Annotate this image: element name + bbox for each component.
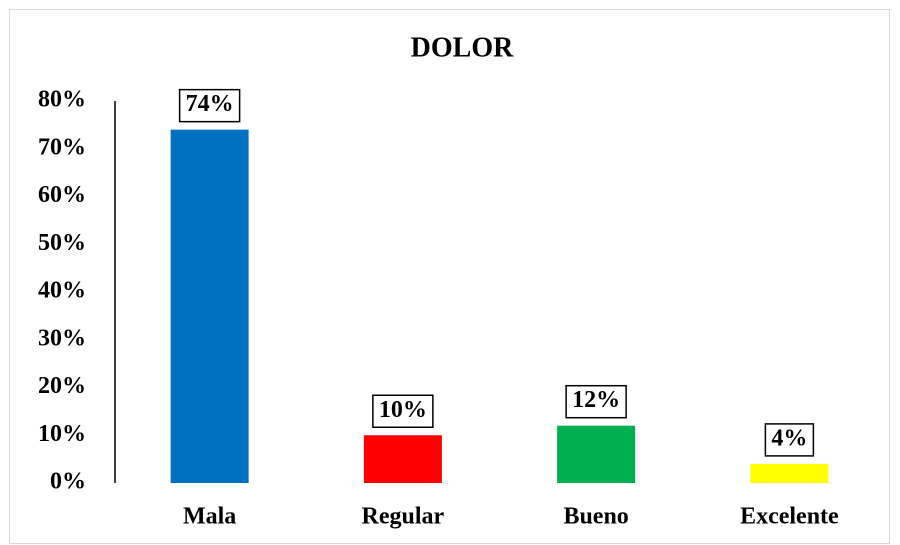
value-label: 74% <box>186 91 234 117</box>
y-tick-label: 40% <box>38 278 86 304</box>
y-tick-label: 10% <box>38 421 86 447</box>
bar <box>557 425 636 483</box>
chart-border <box>9 9 890 544</box>
value-label: 12% <box>572 387 620 413</box>
y-tick-label: 30% <box>38 325 86 351</box>
y-tick-label: 80% <box>38 87 86 113</box>
value-label-box <box>565 384 627 419</box>
y-tick-label: 20% <box>38 373 86 399</box>
value-label: 10% <box>379 397 427 423</box>
bar <box>170 129 249 483</box>
y-tick-label: 60% <box>38 182 86 208</box>
x-tick-label: Mala <box>183 504 236 530</box>
value-label: 4% <box>771 425 807 451</box>
value-label-box <box>764 423 815 457</box>
bar <box>363 435 442 483</box>
value-label-box <box>372 394 434 428</box>
y-tick-label: 50% <box>38 230 86 256</box>
value-label-box <box>178 88 241 123</box>
x-tick-label: Excelente <box>740 504 839 530</box>
x-tick-label: Bueno <box>563 504 628 530</box>
bar <box>750 463 829 483</box>
chart-title: DOLOR <box>411 32 514 63</box>
y-tick-label: 70% <box>38 134 86 160</box>
y-tick-label: 0% <box>50 469 86 495</box>
x-tick-label: Regular <box>362 504 445 530</box>
